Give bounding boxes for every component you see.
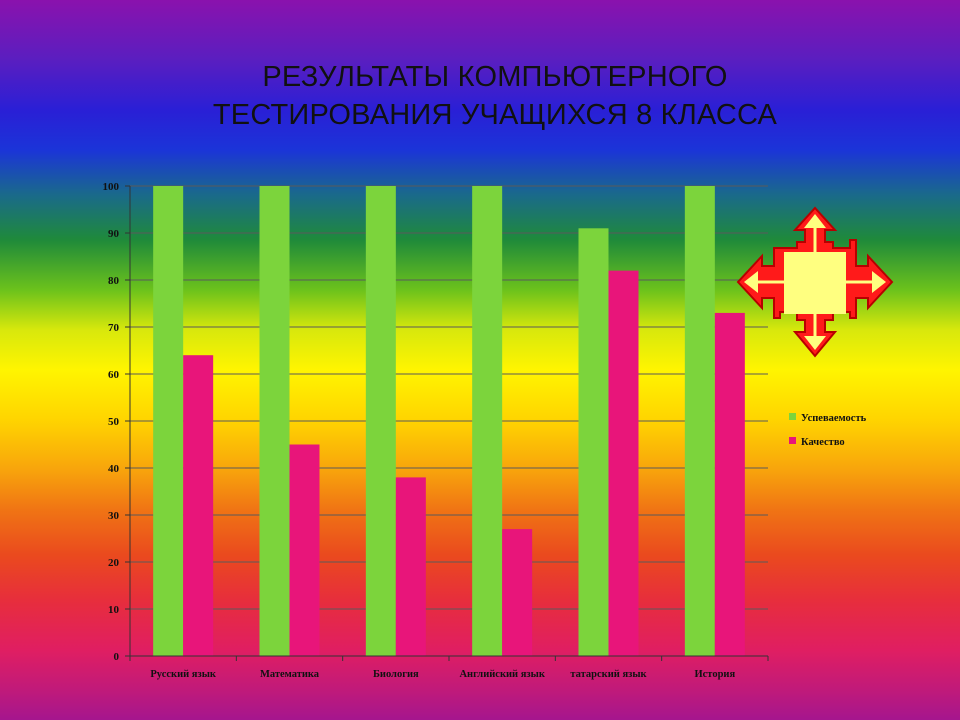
y-tick-label: 50 bbox=[108, 416, 120, 428]
four-way-arrow-icon bbox=[736, 206, 894, 358]
bar-uspevaemost bbox=[259, 186, 290, 656]
y-tick-label: 0 bbox=[114, 651, 120, 663]
bar-kachestvo bbox=[608, 270, 639, 656]
y-axis-ticks: 0 10 20 30 40 50 60 70 80 90 100 bbox=[103, 181, 130, 663]
title-line-2: ТЕСТИРОВАНИЯ УЧАЩИХСЯ 8 КЛАССА bbox=[212, 99, 778, 131]
bar-kachestvo bbox=[502, 529, 533, 656]
x-category-label: Английский язык bbox=[459, 669, 545, 680]
bar-uspevaemost bbox=[472, 186, 503, 656]
x-category-label: Математика bbox=[260, 669, 320, 680]
legend-label: Успеваемость bbox=[801, 413, 867, 424]
bar-uspevaemost bbox=[153, 186, 184, 656]
y-tick-label: 70 bbox=[108, 322, 120, 334]
bar-kachestvo bbox=[714, 312, 745, 656]
y-tick-label: 90 bbox=[108, 228, 120, 240]
y-tick-label: 60 bbox=[108, 369, 120, 381]
y-tick-label: 30 bbox=[108, 510, 120, 522]
y-tick-label: 10 bbox=[108, 604, 120, 616]
x-category-label: татарский язык bbox=[570, 669, 647, 680]
page-title: РЕЗУЛЬТАТЫ КОМПЬЮТЕРНОГО ТЕСТИРОВАНИЯ УЧ… bbox=[0, 58, 960, 134]
legend: Успеваемость Качество bbox=[789, 413, 867, 448]
x-category-label: Биология bbox=[373, 669, 419, 680]
bar-uspevaemost bbox=[684, 186, 715, 656]
legend-swatch bbox=[789, 413, 796, 420]
bar-uspevaemost bbox=[365, 186, 396, 656]
y-tick-label: 40 bbox=[108, 463, 120, 475]
y-tick-label: 100 bbox=[103, 181, 120, 193]
bar-kachestvo bbox=[289, 444, 320, 656]
x-category-label: Русский язык bbox=[150, 669, 217, 680]
y-tick-label: 80 bbox=[108, 275, 120, 287]
y-tick-label: 20 bbox=[108, 557, 120, 569]
bar-uspevaemost bbox=[578, 228, 609, 657]
legend-swatch bbox=[789, 437, 796, 444]
title-line-1: РЕЗУЛЬТАТЫ КОМПЬЮТЕРНОГО bbox=[262, 61, 728, 93]
bars bbox=[153, 186, 745, 657]
x-axis-categories: Русский язык Математика Биология Английский… bbox=[129, 656, 769, 680]
bar-kachestvo bbox=[395, 477, 426, 656]
gridlines bbox=[130, 185, 768, 657]
bar-kachestvo bbox=[183, 355, 214, 656]
x-category-label: История bbox=[694, 669, 735, 680]
legend-label: Качество bbox=[801, 437, 845, 448]
